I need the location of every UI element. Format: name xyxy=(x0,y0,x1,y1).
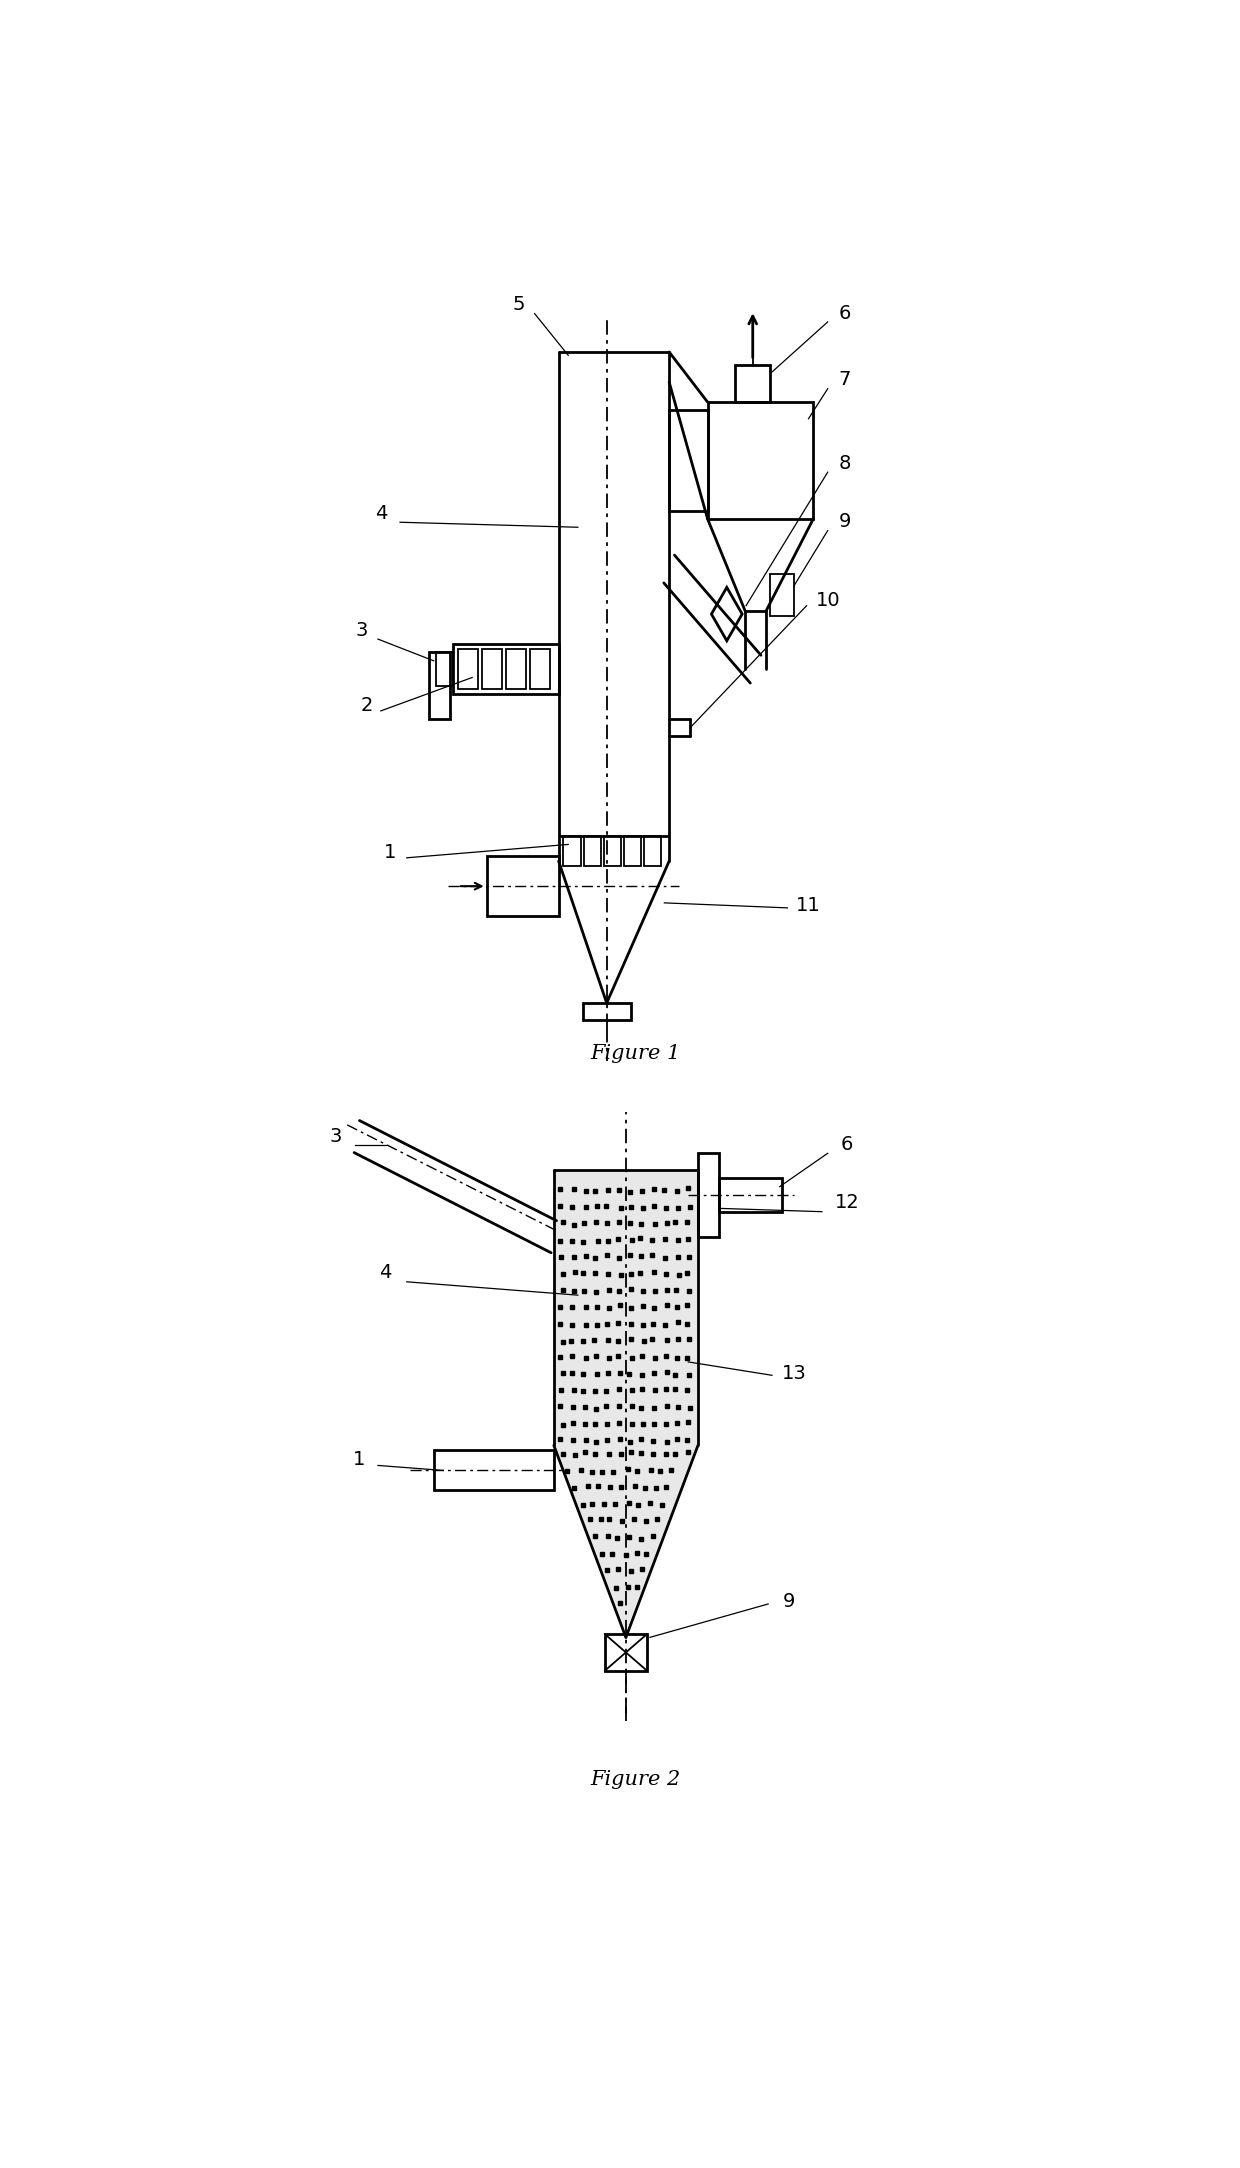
Text: 1: 1 xyxy=(384,843,397,863)
Bar xyxy=(583,1004,631,1019)
Text: 9: 9 xyxy=(784,1591,795,1611)
Text: 2: 2 xyxy=(361,696,372,715)
Bar xyxy=(453,644,558,694)
Bar xyxy=(506,648,526,689)
Text: 12: 12 xyxy=(835,1192,859,1212)
Bar xyxy=(624,837,641,867)
Text: 3: 3 xyxy=(356,620,368,640)
Bar xyxy=(563,837,580,867)
Text: 1: 1 xyxy=(352,1450,365,1470)
Text: Figure 1: Figure 1 xyxy=(590,1043,681,1062)
Bar xyxy=(605,1635,647,1672)
Text: 13: 13 xyxy=(781,1364,806,1383)
Text: 11: 11 xyxy=(796,895,821,915)
Bar xyxy=(698,1153,719,1236)
Text: 4: 4 xyxy=(374,503,387,522)
Bar xyxy=(644,837,661,867)
Bar xyxy=(719,1179,781,1212)
Bar xyxy=(481,648,502,689)
Bar xyxy=(670,410,708,512)
Bar xyxy=(770,575,794,616)
Bar xyxy=(604,837,621,867)
Bar xyxy=(486,856,558,917)
Text: 7: 7 xyxy=(838,371,851,390)
Bar xyxy=(529,648,551,689)
Bar xyxy=(708,401,813,518)
Text: 6: 6 xyxy=(838,304,851,323)
Text: 9: 9 xyxy=(838,512,851,531)
Bar xyxy=(435,653,453,685)
Text: 3: 3 xyxy=(330,1127,342,1145)
Bar xyxy=(458,648,479,689)
Polygon shape xyxy=(554,1171,698,1628)
Text: 4: 4 xyxy=(379,1264,392,1283)
Bar xyxy=(429,653,450,720)
Text: 5: 5 xyxy=(512,295,525,314)
Text: 8: 8 xyxy=(838,453,851,473)
Bar xyxy=(434,1450,554,1489)
Bar xyxy=(584,837,600,867)
Text: 6: 6 xyxy=(841,1134,853,1153)
Bar xyxy=(735,366,770,401)
Text: Figure 2: Figure 2 xyxy=(590,1769,681,1789)
Text: 10: 10 xyxy=(816,590,839,609)
